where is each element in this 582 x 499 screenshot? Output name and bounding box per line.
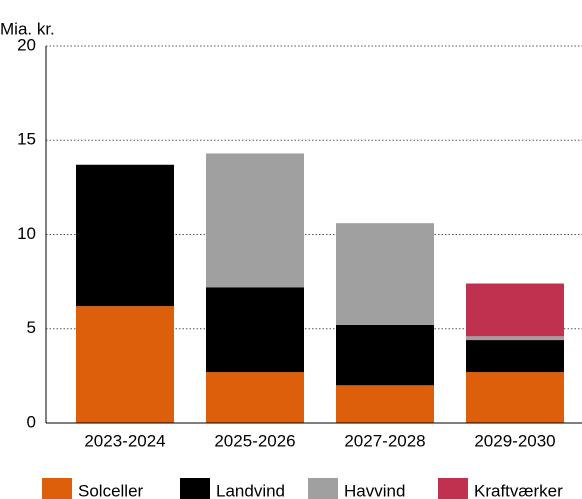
bar-segment xyxy=(206,287,304,373)
bar-segment xyxy=(76,164,174,307)
legend-swatch xyxy=(308,478,338,499)
bar-segment xyxy=(336,385,434,423)
x-tick-label: 2025-2026 xyxy=(214,431,295,450)
legend-swatch xyxy=(42,478,72,499)
legend-label: Landvind xyxy=(216,481,285,499)
bar-segment xyxy=(466,340,564,373)
x-tick-label: 2023-2024 xyxy=(84,431,165,450)
bar-segment xyxy=(466,336,564,341)
bar-segment xyxy=(206,153,304,288)
y-axis-label: Mia. kr. xyxy=(0,19,55,38)
y-tick-label: 10 xyxy=(17,224,36,243)
y-tick-label: 20 xyxy=(17,35,36,54)
legend-label: Solceller xyxy=(78,481,144,499)
bar-segment xyxy=(336,223,434,325)
legend-label: Havvind xyxy=(344,481,405,499)
y-tick-label: 15 xyxy=(17,130,36,149)
x-tick-label: 2029-2030 xyxy=(474,431,555,450)
bar-segment xyxy=(336,324,434,386)
legend-swatch xyxy=(180,478,210,499)
legend-swatch xyxy=(438,478,468,499)
y-tick-label: 0 xyxy=(27,412,36,431)
bar-segment xyxy=(466,372,564,423)
y-tick-label: 5 xyxy=(27,318,36,337)
bar-segment xyxy=(206,372,304,423)
bar-segment xyxy=(76,306,174,423)
bar-segment xyxy=(466,283,564,337)
x-tick-label: 2027-2028 xyxy=(344,431,425,450)
legend-label: Kraftværker xyxy=(474,481,563,499)
